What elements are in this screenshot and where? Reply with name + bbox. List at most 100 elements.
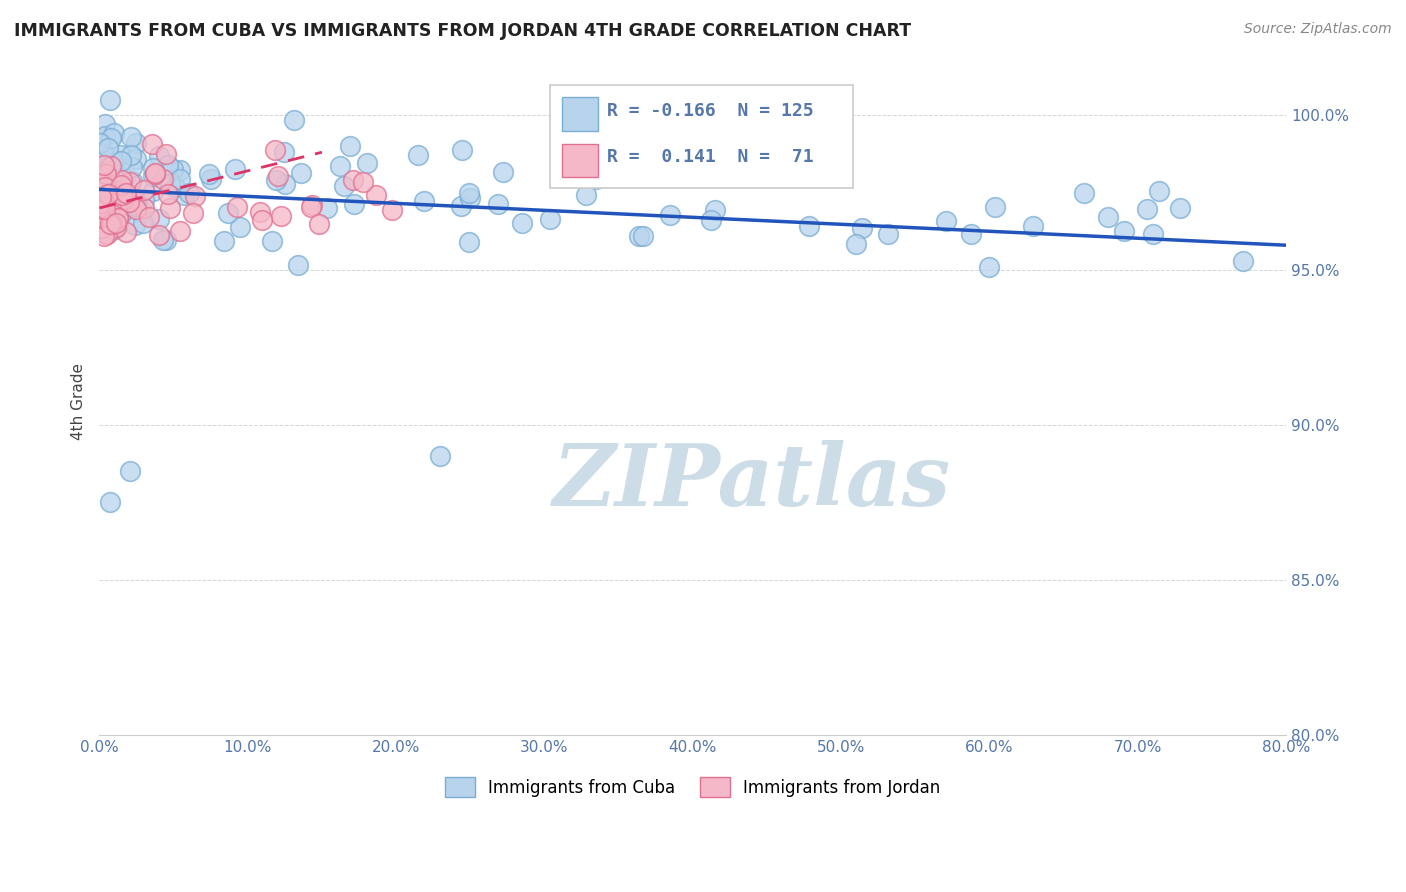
Point [121, 173, 143, 187]
Point [148, 227, 170, 242]
Point [979, 260, 1001, 274]
Point [460, 191, 482, 205]
Point [339, 139, 361, 153]
Point [125, 202, 148, 217]
Point [90, 195, 112, 210]
Point [181, 206, 204, 220]
Point [429, 449, 451, 463]
Point [252, 213, 274, 227]
Point [104, 153, 127, 168]
Point [107, 216, 129, 230]
Point [103, 186, 125, 201]
Point [91, 145, 114, 160]
Point [301, 198, 323, 212]
Point [93, 228, 115, 243]
Point [141, 136, 163, 151]
Point [125, 199, 148, 213]
Point [145, 166, 167, 180]
Point [89, 136, 111, 151]
Point [127, 199, 149, 213]
Point [103, 195, 125, 210]
Point [142, 169, 165, 184]
Point [104, 206, 127, 220]
Point [486, 196, 509, 211]
Point [94, 117, 117, 131]
Point [120, 175, 142, 189]
Point [121, 160, 143, 174]
Point [105, 219, 128, 234]
Point [142, 161, 165, 176]
Point [104, 216, 127, 230]
Point [97, 187, 120, 202]
Point [104, 207, 127, 221]
Point [152, 172, 174, 186]
Point [162, 162, 184, 177]
Point [89, 168, 111, 182]
Point [851, 221, 873, 235]
Point [574, 187, 596, 202]
Point [120, 465, 142, 479]
Point [115, 189, 138, 203]
Point [264, 143, 287, 157]
Point [89, 183, 111, 197]
Point [111, 172, 134, 186]
Point [96, 161, 118, 176]
Point [585, 171, 607, 186]
Point [124, 136, 146, 150]
Point [120, 129, 142, 144]
Point [458, 186, 481, 201]
Point [125, 153, 148, 167]
Point [121, 190, 143, 204]
Point [148, 211, 170, 226]
Point [122, 194, 145, 208]
Point [155, 147, 177, 161]
Point [224, 161, 246, 176]
Point [98, 495, 121, 509]
Point [1022, 219, 1045, 233]
Point [352, 175, 374, 189]
Point [110, 206, 132, 220]
Point [935, 214, 957, 228]
Point [159, 177, 181, 191]
Point [845, 236, 868, 251]
Point [90, 190, 112, 204]
Point [124, 218, 146, 232]
Point [94, 179, 117, 194]
Point [89, 177, 111, 191]
Point [107, 211, 129, 226]
Point [183, 189, 205, 203]
Point [105, 220, 128, 235]
Point [799, 219, 821, 233]
Point [96, 223, 118, 237]
Point [333, 179, 356, 194]
Point [120, 148, 142, 162]
Point [117, 194, 139, 208]
Point [510, 216, 533, 230]
Point [93, 158, 115, 172]
Point [142, 184, 165, 198]
Bar [562, 144, 598, 178]
Point [264, 172, 287, 186]
Point [538, 212, 561, 227]
Point [299, 200, 322, 214]
Text: R = -0.166  N = 125: R = -0.166 N = 125 [607, 102, 814, 120]
Point [108, 194, 131, 208]
Point [1097, 210, 1119, 224]
Point [105, 202, 128, 216]
Point [118, 194, 141, 209]
Point [177, 186, 200, 200]
Point [214, 234, 236, 248]
Point [155, 233, 177, 247]
Point [984, 200, 1007, 214]
Point [148, 148, 170, 162]
Point [381, 202, 404, 217]
Point [169, 172, 191, 186]
Point [200, 171, 222, 186]
FancyBboxPatch shape [550, 85, 853, 188]
Point [169, 224, 191, 238]
Point [101, 201, 124, 215]
Point [143, 167, 166, 181]
Point [457, 235, 479, 250]
Point [100, 159, 122, 173]
Point [122, 192, 145, 206]
